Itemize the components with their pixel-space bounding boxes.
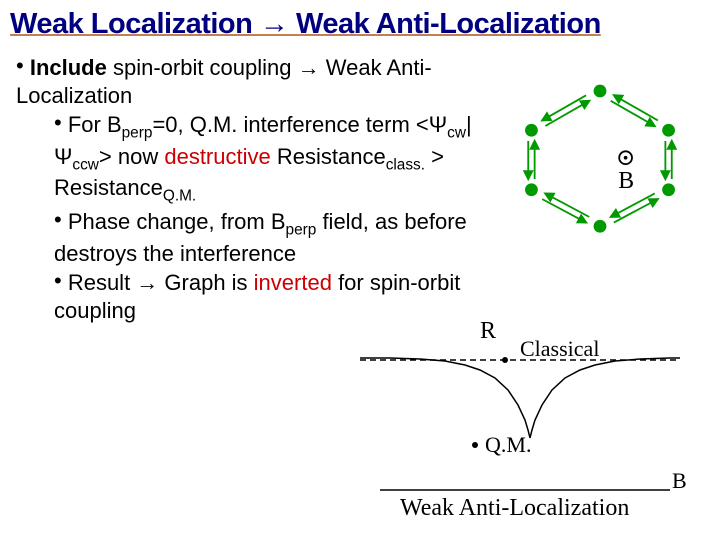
t: perp <box>286 221 317 238</box>
t: Result → Graph is <box>68 270 254 295</box>
graph-dot-lower <box>472 442 478 448</box>
hex-arrow <box>614 95 658 120</box>
t: ccw <box>72 156 99 173</box>
resistance-graph: R Classical Q.M. B Weak Anti-Localizatio… <box>350 320 700 530</box>
destructive-word: destructive <box>164 144 270 169</box>
t: class. <box>386 156 425 173</box>
sub-bullet-1: • For Bperp=0, Q.M. interference term <Ψ… <box>54 109 494 206</box>
hex-node <box>662 124 675 137</box>
inverted-word: inverted <box>254 270 332 295</box>
b-field-dot <box>624 156 628 160</box>
qm-curve <box>360 358 680 438</box>
sub-bullet-3: • Result → Graph is inverted for spin-or… <box>54 267 494 324</box>
hex-node <box>662 183 675 196</box>
main-bullet: • Include spin-orbit coupling → Weak Ant… <box>16 52 494 109</box>
hex-arrow <box>545 101 589 126</box>
t: For B <box>68 112 122 137</box>
t: cw <box>447 124 466 141</box>
t: Resistance <box>271 144 386 169</box>
b-axis-label: B <box>672 468 687 493</box>
t: Q.M. <box>163 188 196 205</box>
content-block: • Include spin-orbit coupling → Weak Ant… <box>14 52 494 324</box>
t: > now <box>99 144 164 169</box>
graph-caption: Weak Anti-Localization <box>400 495 629 521</box>
include-word: Include <box>30 55 107 80</box>
hex-node <box>594 220 607 233</box>
classical-label: Classical <box>520 336 599 361</box>
sub-bullet-2: • Phase change, from Bperp field, as bef… <box>54 206 494 267</box>
hex-arrow <box>611 101 655 126</box>
graph-dot-upper <box>502 357 508 363</box>
qm-label: Q.M. <box>485 432 531 457</box>
hex-node <box>525 124 538 137</box>
b-label: B <box>618 168 634 194</box>
hex-node <box>594 85 607 98</box>
r-axis-label: R <box>480 320 496 344</box>
t: Phase change, from B <box>68 209 286 234</box>
page-title: Weak Localization → Weak Anti-Localizati… <box>10 8 601 41</box>
hex-arrow <box>542 95 586 120</box>
hex-node <box>525 183 538 196</box>
hexagon-diagram: B <box>500 80 700 240</box>
t: perp <box>122 124 153 141</box>
t: =0, Q.M. interference term <Ψ <box>152 112 447 137</box>
